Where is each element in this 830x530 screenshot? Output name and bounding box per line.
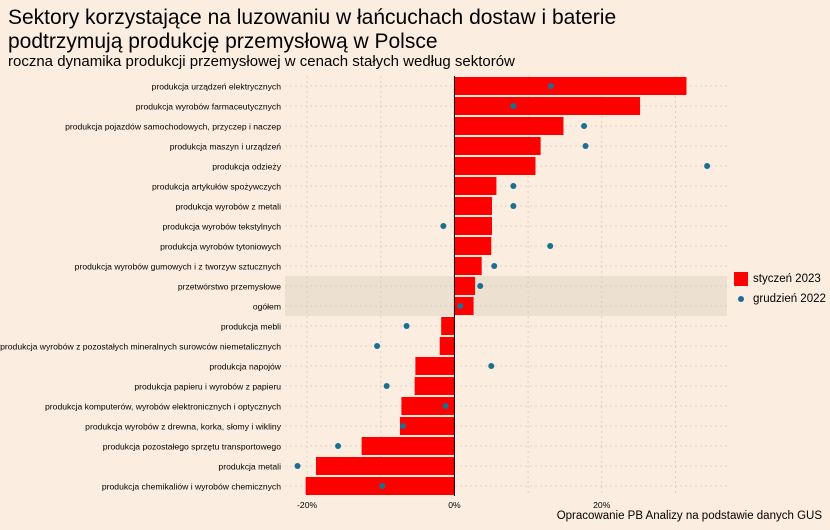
- category-label: produkcja napojów: [209, 362, 281, 372]
- dot-grudzien-2022: [582, 143, 589, 149]
- dot-grudzien-2022: [457, 303, 464, 309]
- category-label: produkcja papieru i wyrobów z papieru: [134, 382, 281, 392]
- dot-grudzien-2022: [547, 83, 554, 89]
- dot-grudzien-2022: [581, 123, 588, 129]
- dot-grudzien-2022: [477, 283, 484, 289]
- x-tick-label: -20%: [297, 500, 317, 510]
- dot-grudzien-2022: [510, 103, 517, 109]
- legend-item-dots: grudzień 2022: [734, 290, 826, 308]
- bar-styczen-2023: [454, 177, 497, 195]
- bar-styczen-2023: [454, 137, 541, 155]
- dot-grudzien-2022: [440, 223, 447, 229]
- category-label: produkcja wyrobów tekstylnych: [163, 222, 282, 232]
- category-label: produkcja wyrobów z drewna, korka, słomy…: [85, 422, 282, 432]
- category-label: przetwórstwo przemysłowe: [178, 282, 281, 292]
- category-label: produkcja maszyn i urządzeń: [170, 142, 282, 152]
- dot-grudzien-2022: [399, 423, 406, 429]
- dot-grudzien-2022: [510, 203, 517, 209]
- category-label: produkcja metali: [218, 462, 281, 472]
- bar-styczen-2023: [454, 217, 493, 235]
- bar-styczen-2023: [414, 377, 455, 395]
- bar-styczen-2023: [439, 337, 455, 355]
- dot-grudzien-2022: [403, 323, 410, 329]
- bar-styczen-2023: [399, 417, 455, 435]
- bar-styczen-2023: [401, 397, 455, 415]
- category-label: produkcja pozostałego sprzętu transporto…: [103, 442, 281, 452]
- source-caption: Opracowanie PB Analizy na podstawie dany…: [556, 510, 822, 522]
- bar-styczen-2023: [454, 97, 641, 115]
- bar-styczen-2023: [454, 257, 482, 275]
- category-label: produkcja wyrobów z metali: [175, 202, 281, 212]
- category-label: produkcja komputerów, wyrobów elektronic…: [45, 402, 281, 412]
- bar-styczen-2023: [415, 357, 455, 375]
- bar-styczen-2023: [454, 277, 476, 295]
- category-label: produkcja wyrobów farmaceutycznych: [136, 102, 281, 112]
- dot-grudzien-2022: [510, 183, 517, 189]
- category-label: produkcja wyrobów gumowych i z tworzyw s…: [75, 262, 282, 272]
- chart-title: Sektory korzystające na luzowaniu w łańc…: [8, 6, 617, 53]
- legend-label-bars: styczeń 2023: [753, 273, 821, 285]
- bar-styczen-2023: [441, 317, 455, 335]
- chart-legend: styczeń 2023 grudzień 2022: [734, 270, 826, 310]
- legend-dot-swatch: [738, 296, 744, 302]
- dot-grudzien-2022: [294, 463, 301, 469]
- dot-grudzien-2022: [374, 343, 381, 349]
- bar-styczen-2023: [454, 237, 492, 255]
- category-label: produkcja artykułów spożywczych: [152, 182, 281, 192]
- category-label: produkcja mebli: [221, 322, 281, 332]
- dot-grudzien-2022: [335, 443, 342, 449]
- bar-styczen-2023: [454, 197, 493, 215]
- dot-grudzien-2022: [491, 263, 498, 269]
- dot-grudzien-2022: [488, 363, 495, 369]
- bar-styczen-2023: [454, 297, 474, 315]
- legend-item-bars: styczeń 2023: [734, 270, 826, 288]
- bar-styczen-2023: [315, 457, 455, 475]
- dot-grudzien-2022: [383, 383, 390, 389]
- x-tick-label: 0%: [448, 500, 461, 510]
- category-label: produkcja chemikaliów i wyrobów chemiczn…: [102, 482, 281, 492]
- bar-styczen-2023: [454, 117, 564, 135]
- x-tick-label: 20%: [593, 500, 611, 510]
- dot-grudzien-2022: [704, 163, 711, 169]
- category-label: ogółem: [253, 302, 281, 312]
- dot-grudzien-2022: [547, 243, 554, 249]
- category-label: produkcja pojazdów samochodowych, przycz…: [65, 122, 281, 132]
- dot-grudzien-2022: [442, 403, 449, 409]
- legend-bar-swatch: [734, 272, 748, 286]
- dot-grudzien-2022: [379, 483, 386, 489]
- bar-styczen-2023: [454, 157, 536, 175]
- category-label: produkcja odzieży: [212, 162, 281, 172]
- legend-label-dots: grudzień 2022: [753, 293, 826, 305]
- bar-styczen-2023: [361, 437, 455, 455]
- chart-subtitle: roczna dynamika produkcji przemysłowej w…: [8, 53, 515, 70]
- category-label: produkcja wyrobów z pozostałych mineraln…: [0, 342, 281, 352]
- category-label: produkcja wyrobów tytoniowych: [160, 242, 281, 252]
- category-label: produkcja urządzeń elektrycznych: [152, 82, 282, 92]
- bar-styczen-2023: [454, 77, 687, 95]
